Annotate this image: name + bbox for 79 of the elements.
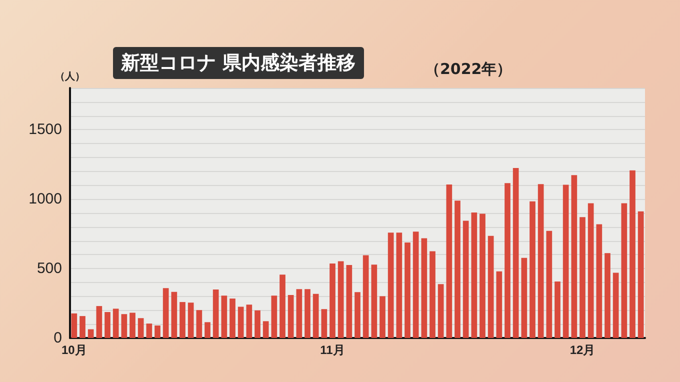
bar	[630, 170, 636, 338]
bar	[262, 321, 269, 338]
bar	[96, 306, 102, 338]
bar	[296, 289, 302, 338]
y-tick-label: 1500	[28, 121, 62, 138]
chart-subtitle: （2022年）	[425, 60, 512, 79]
bar	[321, 309, 328, 338]
bar	[596, 224, 602, 338]
bar	[388, 232, 394, 338]
bar	[638, 211, 644, 338]
bar	[121, 314, 128, 338]
y-tick-label: 1000	[28, 190, 62, 208]
y-tick-label: 0	[54, 330, 62, 346]
bar	[221, 296, 228, 338]
x-tick-label: 10月	[61, 343, 87, 357]
bar	[312, 294, 319, 338]
bar	[304, 289, 310, 338]
bar	[138, 318, 144, 338]
bar	[246, 304, 252, 338]
bar	[330, 264, 336, 338]
bar	[88, 329, 94, 338]
bar	[212, 290, 219, 338]
bar	[446, 184, 452, 338]
bar	[421, 238, 428, 338]
bar	[580, 217, 586, 338]
bar	[430, 251, 436, 338]
bar	[454, 200, 460, 338]
bar	[230, 298, 236, 338]
bar	[288, 294, 294, 338]
chart-title: 新型コロナ 県内感染者推移	[113, 47, 364, 79]
bar	[462, 220, 469, 338]
bar	[238, 306, 244, 338]
bar	[146, 324, 152, 338]
bar	[404, 242, 410, 338]
bar	[188, 302, 194, 338]
bar	[504, 183, 510, 338]
bar	[604, 253, 610, 338]
bar	[180, 302, 186, 338]
bar	[621, 203, 628, 338]
x-tick-label: 11月	[320, 343, 345, 357]
bar	[562, 184, 569, 338]
bar	[488, 236, 494, 338]
bar	[71, 313, 78, 338]
bar	[380, 296, 386, 338]
bar	[271, 296, 278, 338]
bar	[130, 312, 136, 338]
bar	[362, 255, 369, 338]
bar	[196, 310, 202, 338]
bar	[254, 310, 260, 338]
bar	[371, 264, 378, 338]
bar	[171, 292, 178, 338]
y-tick-label: 500	[36, 260, 62, 278]
bar	[554, 281, 560, 338]
bar	[154, 326, 160, 338]
bar	[571, 175, 578, 338]
bar	[588, 203, 594, 338]
x-tick-label: 12月	[570, 343, 596, 357]
bar	[521, 258, 528, 338]
bar	[396, 232, 402, 338]
bar	[104, 312, 110, 338]
bar	[530, 201, 536, 338]
bar	[546, 230, 552, 338]
bar	[354, 292, 360, 338]
bar	[112, 308, 119, 338]
bar	[512, 168, 519, 338]
bar	[346, 264, 352, 338]
bar	[538, 184, 544, 338]
bar	[80, 316, 86, 338]
bar	[480, 214, 486, 338]
y-axis-title: （人）	[55, 70, 85, 82]
bar	[280, 274, 286, 338]
bar	[612, 272, 619, 338]
bar	[338, 261, 344, 338]
bar	[438, 284, 444, 338]
bar	[496, 271, 502, 338]
bar	[204, 322, 210, 338]
bar	[412, 232, 419, 338]
bar	[471, 212, 478, 338]
bar	[162, 288, 169, 338]
